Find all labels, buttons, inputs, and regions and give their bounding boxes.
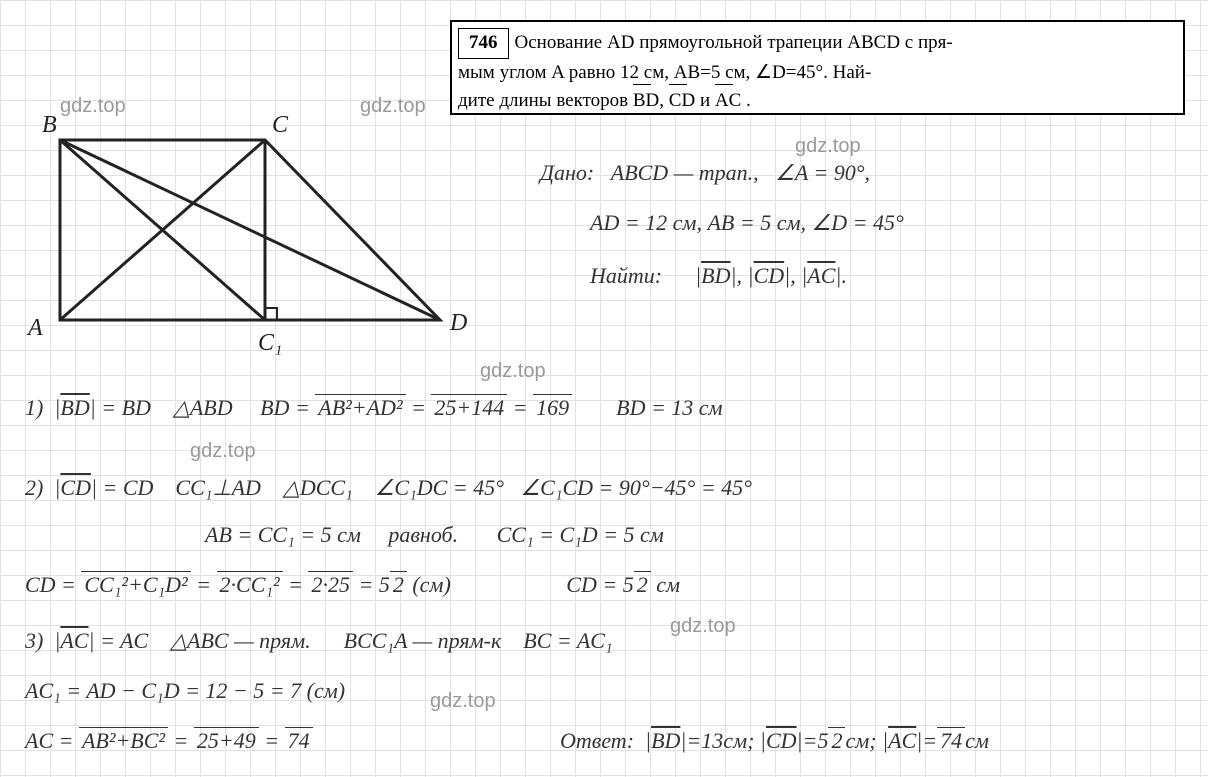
find-label: Найти: |BD|, |CD|, |AC|. [590, 263, 847, 289]
answer: Ответ: |BD|=13см; |CD|=52см; |AC|=74см [560, 728, 989, 754]
trapezoid-diagram: A B C D C₁ [20, 120, 470, 350]
watermark: gdz.top [430, 690, 496, 713]
vertex-a-label: A [26, 315, 43, 341]
step2-line3: CD = CC₁²+C₁D² = 2·CC₁² = 2·25 = 52 (см)… [25, 572, 680, 598]
step2-line2: AB = CC₁ = 5 см равноб. CC₁ = C₁D = 5 см [205, 522, 664, 548]
problem-number: 746 [458, 28, 509, 59]
watermark: gdz.top [360, 95, 426, 118]
problem-text-3: дите длины векторов BD, CD и AC . [458, 90, 751, 111]
given-line2: AD = 12 см, AB = 5 см, ∠D = 45° [590, 210, 904, 236]
step3-line2: AC₁ = AD − C₁D = 12 − 5 = 7 (см) [25, 678, 345, 704]
step2-line1: 2) |CD| = CD CC₁⊥AD △DCC₁ ∠C₁DC = 45° ∠C… [25, 475, 752, 501]
vertex-c1-label: C₁ [258, 330, 282, 356]
grid-background [0, 0, 1208, 777]
given-label: Дано: ABCD — трап., ∠A = 90°, [540, 160, 870, 186]
watermark: gdz.top [190, 440, 256, 463]
step3-line3: AC = AB²+BC² = 25+49 = 74 [25, 728, 313, 754]
vertex-d-label: D [449, 310, 467, 336]
watermark: gdz.top [670, 615, 736, 638]
problem-text-2: мым углом A равно 12 см, AB=5 см, ∠D=45°… [458, 62, 871, 83]
watermark: gdz.top [795, 135, 861, 158]
vertex-b-label: B [42, 112, 57, 138]
step1: 1) |BD| = BD △ABD BD = AB²+AD² = 25+144 … [25, 395, 723, 421]
watermark: gdz.top [60, 95, 126, 118]
watermark: gdz.top [480, 360, 546, 383]
vertex-c-label: C [272, 112, 289, 138]
problem-text-1: Основание AD прямоугольной трапеции ABCD… [515, 32, 953, 53]
step3-line1: 3) |AC| = AC △ABC — прям. BCC₁A — прям-к… [25, 628, 613, 654]
problem-statement: 746 Основание AD прямоугольной трапеции A… [450, 20, 1185, 115]
